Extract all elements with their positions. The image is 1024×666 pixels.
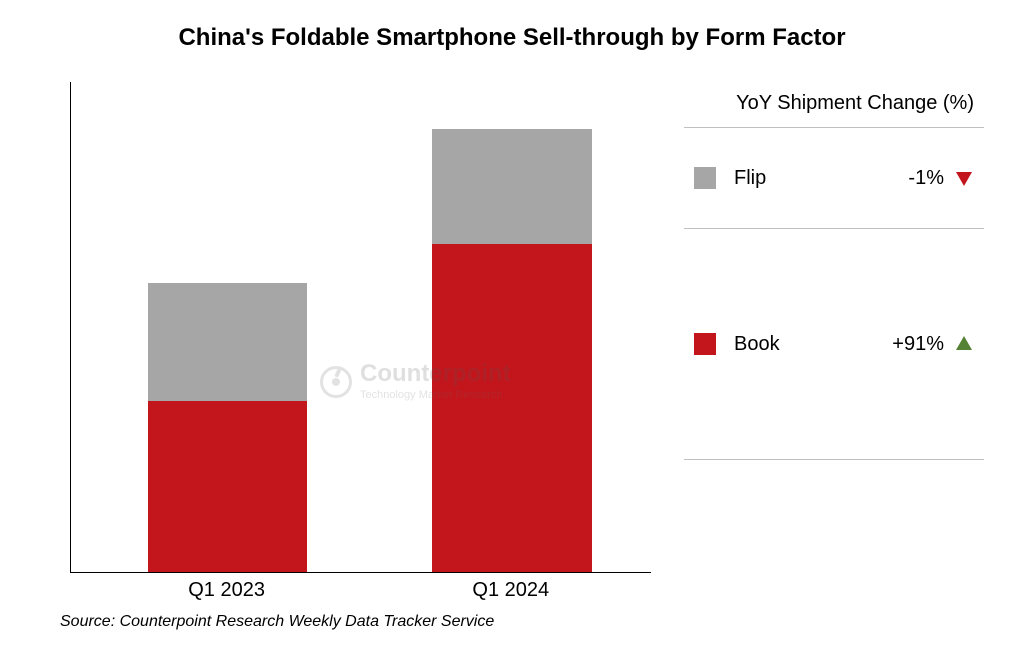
bar-segment-book (148, 401, 308, 573)
bar-stack (432, 129, 592, 572)
page-root: China's Foldable Smartphone Sell-through… (0, 0, 1024, 666)
legend-swatch (694, 167, 716, 189)
x-axis: Q1 2023 Q1 2024 (70, 573, 650, 603)
bar-segment-flip (432, 129, 592, 244)
legend-panel: YoY Shipment Change (%) Flip-1%Book+91% (684, 82, 984, 603)
chart-area: Q1 2023 Q1 2024 (40, 82, 664, 603)
legend-value: -1% (804, 167, 954, 190)
x-tick-label: Q1 2024 (472, 579, 549, 602)
legend-row: Flip-1% (684, 128, 984, 229)
legend-swatch (694, 333, 716, 355)
legend-row: Book+91% (684, 229, 984, 460)
legend-rows: Flip-1%Book+91% (684, 128, 984, 460)
source-caption: Source: Counterpoint Research Weekly Dat… (60, 613, 984, 631)
trend-up-icon (954, 334, 974, 354)
bar-stack (148, 283, 308, 572)
content-row: Q1 2023 Q1 2024 YoY Shipment Change (%) F… (40, 82, 984, 603)
bar-plot (70, 82, 651, 573)
legend-label: Book (734, 333, 804, 356)
trend-down-icon (954, 168, 974, 188)
x-tick-label: Q1 2023 (188, 579, 265, 602)
bar-segment-flip (148, 283, 308, 401)
legend-value: +91% (804, 333, 954, 356)
legend-label: Flip (734, 167, 804, 190)
legend-title: YoY Shipment Change (%) (684, 92, 984, 115)
bar-segment-book (432, 244, 592, 572)
chart-title: China's Foldable Smartphone Sell-through… (40, 24, 984, 52)
